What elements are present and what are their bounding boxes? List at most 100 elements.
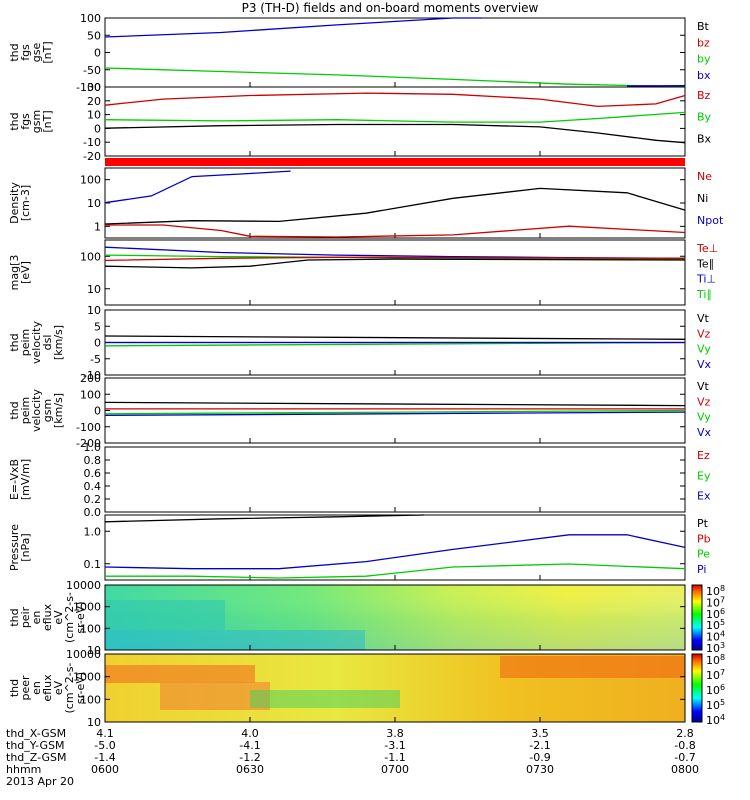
y-tick-label: 0.6 [84, 467, 102, 480]
y-axis-label: thd [8, 401, 21, 419]
series-pe-line [105, 563, 686, 579]
data-quality-bar [105, 158, 685, 166]
colorbar-tick-label: 105 [706, 698, 725, 712]
legend-entry: Bx [697, 132, 712, 145]
y-axis-label: eV [52, 610, 65, 625]
y-tick-label: 0.0 [84, 506, 102, 519]
colorbar-tick-label: 103 [706, 641, 725, 655]
y-axis-label: en [30, 611, 43, 625]
y-tick-label: 0.1 [84, 558, 102, 571]
y-axis-label: sr-eV) [74, 601, 87, 633]
panel-pressure: 1.0 0.1 Pressure[nPa] Pt Pb Pe Pi [8, 514, 711, 581]
y-tick-label: 100 [80, 250, 101, 263]
y-tick-label: 1 [94, 220, 101, 233]
y-axis-label: thd [8, 679, 21, 697]
y-tick-label: 10000 [66, 579, 101, 592]
legend-entry: Bz [697, 89, 711, 102]
ephem-value: -0.8 [674, 739, 695, 752]
series-ne-line [105, 224, 686, 238]
series-vy-line [104, 409, 686, 415]
y-axis-label: Density [8, 182, 21, 224]
legend-entry: Vx [697, 426, 712, 439]
y-tick-label: 20 [87, 95, 101, 108]
series-vt-line [104, 335, 686, 340]
y-tick-label: -100 [76, 81, 101, 94]
legend-entry: Vz [697, 395, 711, 408]
legend-entry: Bt [697, 20, 710, 33]
y-tick-label: 0 [94, 337, 101, 350]
colorbar-tick-label: 108 [706, 584, 725, 598]
y-tick-label: 0.4 [84, 480, 102, 493]
y-tick-label: 200 [80, 372, 101, 385]
legend-entry: Ez [697, 449, 710, 462]
y-axis-label: [eV] [19, 261, 32, 284]
y-tick-label: 10 [87, 304, 101, 317]
legend-entry: By [697, 111, 712, 124]
legend-entry: Ti⊥ [696, 273, 716, 286]
colorbar-tick-label: 107 [706, 668, 725, 682]
legend-entry: Pt [697, 517, 709, 530]
legend-entry: by [697, 53, 711, 66]
y-axis-label: eflux [41, 674, 54, 702]
colorbar-tick-label: 108 [706, 653, 725, 667]
colorbar-tick-label: 105 [706, 618, 725, 632]
y-tick-label: 10000 [66, 648, 101, 661]
y-tick-label: 10 [87, 109, 101, 122]
ephem-row-hhmm: hhmm [6, 763, 41, 776]
y-axis-label: [km/s] [52, 393, 65, 428]
legend-entry: Te∥ [696, 257, 714, 270]
legend-entry: Te⊥ [696, 242, 718, 255]
legend-entry: Ti∥ [696, 288, 712, 301]
ephem-value: -1.4 [94, 751, 115, 764]
panel-peir-spectrogram: 10000 1000 100 10 thdpeirenefluxeV(cm^2-s-sr… [8, 579, 725, 657]
series-npot-line [104, 170, 291, 204]
y-axis-label: en [30, 681, 43, 695]
ephem-value: -3.1 [384, 739, 405, 752]
y-axis-label: thd [8, 43, 21, 61]
legend-entry: Npot [697, 214, 724, 227]
y-tick-label: 0 [94, 122, 101, 135]
legend-entry: Vt [697, 312, 710, 325]
y-tick-label: -50 [83, 64, 101, 77]
legend-entry: Vy [697, 343, 711, 356]
y-axis-label: sr-eV) [74, 672, 87, 704]
y-tick-label: 100 [80, 174, 101, 187]
ephem-value: -1.1 [384, 751, 405, 764]
series-pi-line [104, 534, 686, 570]
legend-entry: bx [697, 69, 711, 82]
y-axis-label: eflux [41, 603, 54, 631]
ephem-value: -2.1 [529, 739, 550, 752]
colorbar-tick-label: 106 [706, 607, 725, 621]
panel-temperature: 100 10 mag[3[eV] Te⊥ Te∥ Ti⊥ Ti∥ [8, 239, 718, 306]
y-tick-label: -100 [76, 421, 101, 434]
series-vx-line [104, 411, 686, 417]
colorbar-tick-label: 104 [706, 630, 725, 644]
legend-entry: Ni [697, 192, 708, 205]
ephem-value: 0600 [91, 763, 119, 776]
y-tick-label: -5 [90, 353, 101, 366]
y-axis-label: mag[3 [8, 255, 21, 291]
y-axis-label: gsm [41, 399, 54, 422]
y-axis-label: (cm^2-s- [63, 592, 76, 643]
y-tick-label: 10 [87, 283, 101, 296]
y-axis-label: fgs [19, 113, 32, 130]
y-axis-label: Pressure [8, 524, 21, 571]
y-tick-label: -10 [83, 136, 101, 149]
series-bt-line [104, 17, 482, 38]
ephem-value: -0.9 [529, 751, 550, 764]
series-bz-line [104, 92, 686, 108]
ephem-value: 0630 [236, 763, 264, 776]
ephemeris-labels: thd_X-GSM thd_Y-GSM thd_Z-GSM hhmm 2013 … [6, 727, 74, 788]
y-tick-label: -200 [76, 437, 101, 450]
y-tick-label: 0.2 [84, 493, 102, 506]
y-axis-label: eV [52, 680, 65, 695]
legend-entry: bz [697, 36, 710, 49]
y-tick-label: 50 [87, 29, 101, 42]
y-axis-label: [mV/m] [19, 459, 32, 500]
legend-entry: Pb [697, 532, 711, 545]
legend-entry: Ne [697, 170, 712, 183]
